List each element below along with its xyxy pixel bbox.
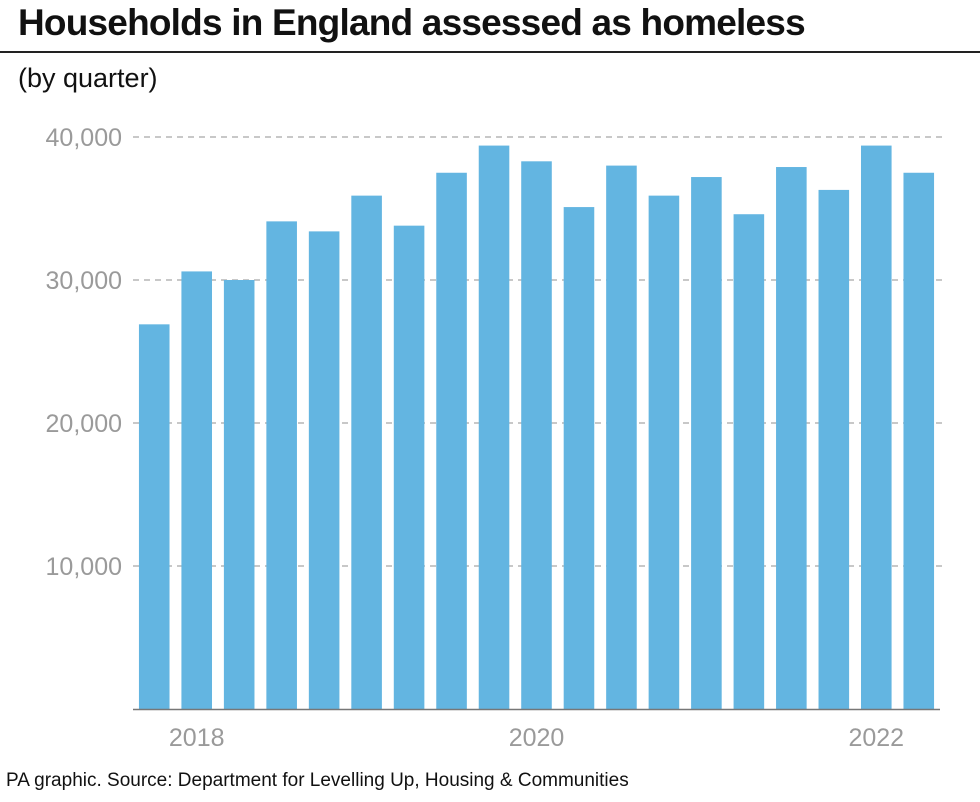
bar [776, 167, 807, 709]
bar [478, 145, 510, 709]
bar [393, 225, 425, 709]
bar [308, 231, 340, 709]
x-tick-label: 2022 [848, 724, 904, 752]
y-tick-label: 20,000 [46, 410, 122, 438]
x-tick-label: 2018 [169, 724, 225, 752]
bar [733, 214, 765, 709]
bar [691, 177, 722, 710]
bar [818, 189, 850, 709]
source-note: PA graphic. Source: Department for Level… [6, 770, 629, 791]
bar [181, 271, 213, 709]
bar [436, 172, 467, 709]
bar [223, 280, 255, 709]
y-axis-ticks: 10,000 20,000 30,000 40,000 [46, 124, 122, 581]
bar [563, 207, 595, 709]
title-divider [0, 51, 980, 53]
bar [606, 165, 637, 710]
y-tick-label: 30,000 [46, 267, 122, 295]
bars [138, 145, 935, 710]
chart-subtitle: (by quarter) [18, 63, 158, 93]
y-tick-label: 10,000 [46, 553, 122, 581]
chart-title: Households in England assessed as homele… [18, 2, 806, 43]
bar [266, 221, 297, 709]
x-axis-ticks: 2018 2020 2022 [169, 724, 904, 752]
bar [521, 161, 552, 709]
bar [903, 172, 935, 709]
bar [138, 324, 170, 709]
bar [351, 195, 382, 709]
bar [860, 145, 892, 709]
x-tick-label: 2020 [509, 724, 565, 752]
bar [648, 195, 680, 709]
y-tick-label: 40,000 [46, 124, 122, 152]
